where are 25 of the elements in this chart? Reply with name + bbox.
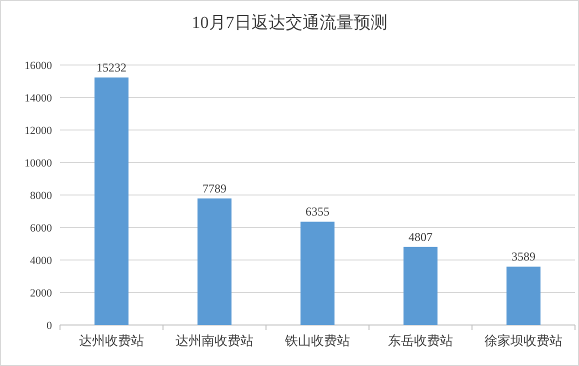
- y-tick-label: 4000: [30, 255, 52, 267]
- chart-title: 10月7日返达交通流量预测: [192, 13, 388, 32]
- y-tick-label: 6000: [30, 222, 52, 234]
- data-label: 6355: [306, 204, 330, 219]
- data-label: 3589: [512, 250, 536, 264]
- bar: [404, 246, 438, 325]
- y-tick-label: 12000: [24, 125, 52, 137]
- x-tick-label: 达州南收费站: [176, 333, 254, 348]
- y-tick-label: 14000: [24, 92, 52, 104]
- y-tick-label: 10000: [24, 158, 52, 170]
- y-tick-label: 0: [46, 320, 52, 332]
- bar: [198, 198, 232, 325]
- y-tick-label: 2000: [30, 288, 52, 300]
- bar: [506, 266, 540, 325]
- x-tick-label: 达州收费站: [79, 333, 144, 348]
- x-tick-label: 东岳收费站: [388, 333, 453, 348]
- y-tick-label: 8000: [30, 190, 52, 202]
- data-label: 4807: [408, 230, 432, 244]
- y-tick-label: 16000: [24, 60, 52, 72]
- x-tick-label: 徐家坝收费站: [484, 333, 562, 348]
- bar: [300, 222, 334, 325]
- x-tick-label: 铁山收费站: [284, 333, 350, 348]
- data-label: 7789: [202, 181, 226, 196]
- data-label: 15232: [96, 60, 126, 74]
- bar: [94, 77, 128, 325]
